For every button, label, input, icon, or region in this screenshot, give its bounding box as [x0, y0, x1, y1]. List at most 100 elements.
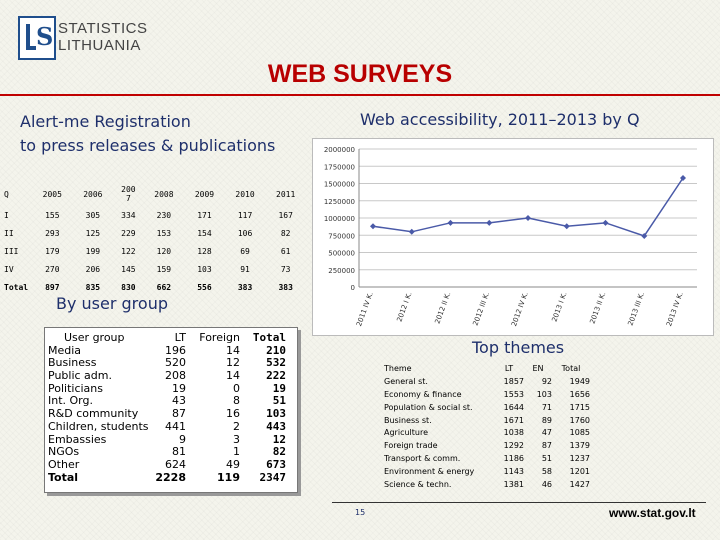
user-group-cell: R&D community — [48, 407, 139, 421]
user-group-cell: Int. Org. — [48, 394, 93, 408]
data-point — [525, 215, 531, 221]
top-themes-cell: 51 — [541, 454, 552, 464]
top-themes-cell: Science & techn. — [384, 479, 452, 489]
data-point — [563, 223, 570, 230]
y-tick-label: 1750000 — [324, 163, 355, 171]
top-themes-cell: 47 — [541, 428, 552, 438]
top-themes-cell: 87 — [541, 441, 552, 451]
x-tick-label: 2013 II K. — [589, 291, 608, 325]
user-group-header: Total — [252, 331, 286, 344]
user-group-cell: Business — [48, 356, 97, 370]
top-themes-cell: Economy & finance — [384, 389, 462, 399]
year-table-row: IV 270 206 145 159 103 91 73 — [2, 260, 306, 278]
top-themes-cell: 1656 — [569, 389, 590, 399]
top-themes-cell: 1760 — [569, 415, 590, 425]
year-table-cell: IV — [4, 264, 14, 274]
user-group-cell: 81 — [172, 445, 186, 459]
website-link[interactable]: www.stat.gov.lt — [609, 506, 696, 520]
year-table-header-cell: Q — [4, 189, 9, 199]
top-themes-cell: 58 — [541, 467, 552, 477]
year-table-cell: 171 — [197, 210, 212, 220]
top-themes-row: Foreign trade 1292 87 1379 — [384, 439, 590, 452]
user-group-cell: 14 — [226, 369, 240, 383]
year-table-cell: Total — [4, 282, 29, 292]
year-table-header-cell: 2011 — [276, 189, 296, 199]
user-group-cell: 441 — [165, 419, 186, 433]
year-table-header-cell: 2008 — [154, 189, 174, 199]
year-table-cell: 199 — [85, 246, 101, 256]
x-tick-label: 2012 IV K. — [510, 291, 530, 328]
data-point — [680, 174, 686, 181]
user-group-total: Total 210 532 222 19 51 103 443 12 82 673 2347 — [248, 331, 286, 484]
top-themes-header-cell: LT — [504, 363, 514, 373]
year-table-cell: 103 — [197, 264, 212, 274]
user-group-lt: LT 196 520 208 19 43 87 441 9 81 624 2228 — [150, 331, 186, 484]
year-table-cell: 293 — [45, 228, 60, 238]
user-group-cell: Other — [48, 457, 80, 471]
user-group-cell: Public adm. — [48, 369, 112, 383]
user-group-cell: 12 — [272, 432, 286, 446]
top-themes-cell: Environment & energy — [384, 467, 475, 477]
top-themes-row: Science & techn. 1381 46 1427 — [384, 478, 590, 491]
top-themes-header: Theme LT EN Total — [384, 362, 590, 375]
user-group-cell: Children, students — [48, 419, 149, 433]
top-themes-row: General st. 1857 92 1949 — [384, 375, 590, 388]
top-themes-row: Economy & finance 1553 103 1656 — [384, 388, 590, 401]
top-themes-heading: Top themes — [472, 338, 565, 357]
year-table-cell: 120 — [156, 246, 172, 256]
year-table-header-cell: 2010 — [235, 189, 255, 199]
alert-me-line2: to press releases & publications — [20, 136, 276, 155]
year-table-cell: 61 — [280, 246, 291, 256]
user-group-cell: 0 — [233, 381, 240, 395]
user-group-cell: Embassies — [48, 432, 107, 446]
top-themes-header-cell: Total — [561, 363, 581, 373]
x-tick-label: 2012 III K. — [472, 291, 492, 327]
year-table-cell: 153 — [156, 228, 172, 238]
top-themes-cell: 1857 — [503, 376, 524, 386]
year-table-cell: 383 — [278, 282, 293, 292]
user-group-cell: Total — [48, 470, 79, 484]
year-table-header: Q 2005 2006 200 7 2008 2009 2010 2011 — [2, 182, 306, 206]
by-user-group-heading: By user group — [56, 294, 168, 313]
top-themes-cell: 1553 — [503, 389, 524, 399]
top-themes-header-cell: EN — [532, 363, 544, 373]
user-group-cell: 520 — [165, 356, 186, 370]
top-themes-cell: 46 — [541, 479, 552, 489]
top-themes-cell: 1644 — [503, 402, 524, 412]
web-accessibility-chart: 0 250000 500000 750000 1000000 1250000 1500000… — [312, 138, 714, 336]
series-line — [372, 177, 684, 237]
year-table-row: II 293 125 229 153 154 106 82 — [2, 224, 306, 242]
y-tick-label: 2000000 — [324, 146, 355, 154]
user-group-cell: 196 — [165, 343, 186, 357]
user-group-cell: 210 — [266, 343, 286, 357]
year-table-header-cell: 2005 — [42, 189, 62, 199]
year-table-cell: 122 — [121, 246, 136, 256]
top-themes-cell: 1186 — [503, 454, 524, 464]
top-themes-cell: General st. — [384, 376, 428, 386]
top-themes-cell: Foreign trade — [384, 441, 438, 451]
year-table-cell: 91 — [240, 264, 250, 274]
year-table-cell: 69 — [240, 246, 250, 256]
y-tick-label: 0 — [351, 284, 355, 292]
top-themes-table: Theme LT EN Total General st. 1857 92 1949 Econo… — [384, 362, 590, 491]
top-themes-cell: 1715 — [569, 402, 590, 412]
data-point — [602, 219, 609, 226]
top-themes-cell: Transport & comm. — [384, 454, 461, 464]
top-themes-cell: 1671 — [503, 415, 524, 425]
x-tick-label: 2013 I K. — [550, 291, 568, 323]
year-table-cell: 835 — [85, 282, 101, 292]
page-title: WEB SURVEYS — [267, 60, 453, 88]
year-table-cell: 154 — [197, 228, 212, 238]
top-themes-cell: 1143 — [503, 467, 524, 477]
year-table-cell: 179 — [45, 246, 60, 256]
top-themes-cell: Population & social st. — [384, 402, 473, 412]
user-group-cell: 673 — [266, 457, 286, 471]
chart-heading: Web accessibility, 2011–2013 by Q — [360, 110, 640, 129]
year-table-cell: 556 — [197, 282, 212, 292]
top-themes-cell: 1237 — [569, 454, 590, 464]
data-point — [486, 219, 493, 226]
user-group-header: Foreign — [199, 331, 240, 344]
user-group-cell: 87 — [172, 407, 186, 421]
year-table-cell: 125 — [85, 228, 101, 238]
user-group-cell: 2228 — [155, 470, 186, 484]
